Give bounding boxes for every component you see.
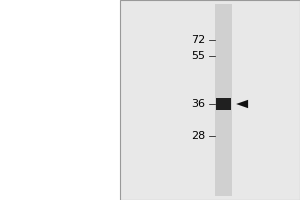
Bar bbox=[214, 4, 232, 196]
Text: 72: 72 bbox=[191, 35, 206, 45]
Polygon shape bbox=[236, 100, 248, 108]
Bar bbox=[216, 98, 231, 110]
Text: 28: 28 bbox=[191, 131, 206, 141]
Bar bbox=[120, 0, 300, 200]
Text: 36: 36 bbox=[191, 99, 206, 109]
Text: 55: 55 bbox=[191, 51, 206, 61]
